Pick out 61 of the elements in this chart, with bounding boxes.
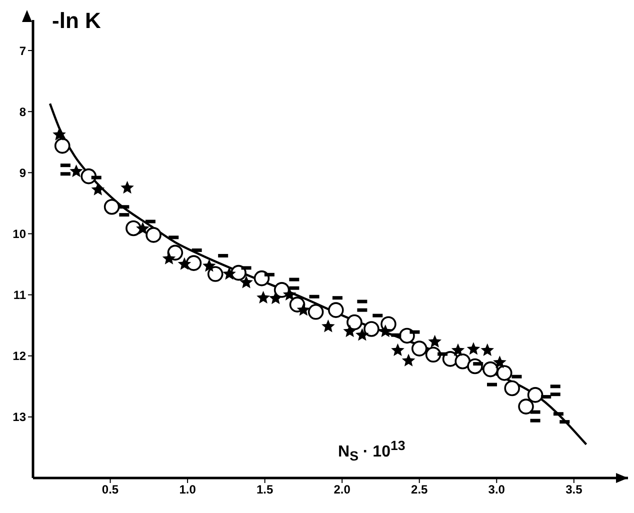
point (518, 398, 534, 414)
point (343, 324, 356, 338)
point (186, 255, 202, 271)
point (308, 304, 324, 320)
point (493, 356, 506, 368)
point (120, 180, 134, 194)
point (504, 380, 520, 396)
point (54, 138, 70, 154)
y-tick-label: 13 (12, 410, 26, 424)
point (207, 266, 224, 282)
point (126, 220, 142, 236)
point (425, 346, 442, 363)
x-tick-label: 3.0 (488, 482, 506, 497)
point (202, 259, 216, 272)
y-axis-title: -ln K (52, 8, 101, 34)
x-tick-label: 0.5 (102, 482, 119, 497)
point (364, 321, 380, 337)
point (256, 290, 270, 304)
y-tick-label: 11 (13, 288, 26, 302)
point (356, 328, 369, 341)
y-tick-label: 7 (19, 44, 26, 58)
x-tick-label: 1.5 (256, 482, 274, 497)
point (428, 334, 442, 348)
point (240, 276, 253, 288)
x-tick-label: 2.5 (411, 482, 428, 497)
point (136, 222, 150, 235)
point (70, 164, 83, 178)
x-tick-label: 1.0 (179, 482, 196, 497)
point (451, 343, 465, 356)
point (482, 361, 498, 378)
y-tick-label: 12 (12, 349, 26, 364)
point (480, 343, 494, 356)
point (378, 324, 392, 338)
point (527, 387, 544, 403)
point (268, 291, 282, 304)
point (322, 320, 335, 332)
point (346, 314, 362, 330)
y-tick-label: 9 (19, 166, 26, 180)
point (391, 343, 404, 356)
y-tick-label: 8 (19, 104, 26, 119)
point (222, 267, 236, 280)
y-tick-label: 10 (12, 226, 26, 241)
point (254, 270, 270, 286)
point (282, 288, 296, 300)
point (402, 354, 416, 366)
point (162, 252, 176, 264)
point (328, 302, 344, 318)
x-tick-label: 3.5 (566, 482, 583, 497)
point (296, 303, 310, 316)
point (411, 340, 428, 356)
point (146, 227, 162, 243)
point (454, 353, 471, 370)
x-tick-label: 2.0 (334, 482, 351, 497)
point (52, 128, 66, 140)
point (178, 257, 192, 270)
point (104, 198, 120, 215)
point (496, 365, 512, 381)
x-axis-title: N$_{S}$ · 10$^{13}$ (338, 438, 406, 464)
point (466, 342, 480, 355)
point (91, 182, 105, 196)
point (80, 168, 97, 184)
